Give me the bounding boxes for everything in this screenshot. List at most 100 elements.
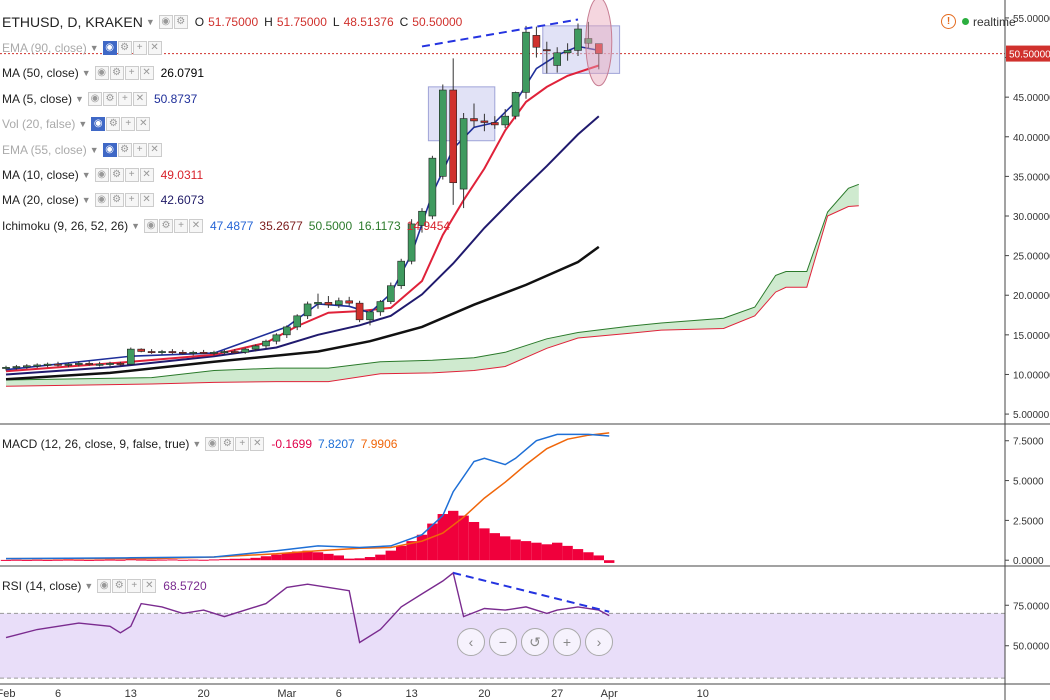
macd-histogram-bar	[531, 542, 542, 561]
macd-axis-label: 5.0000	[1013, 477, 1044, 488]
macd-histogram-bar	[344, 558, 355, 561]
macd-histogram-bar	[188, 559, 199, 561]
macd-line	[5, 433, 610, 560]
price-axis-label: 20.00000	[1013, 291, 1050, 302]
candle-body	[95, 363, 104, 366]
macd-histogram-bar	[406, 541, 417, 561]
macd-histogram-bar	[167, 559, 178, 561]
macd-histogram-bar	[448, 510, 459, 561]
candle-body	[407, 223, 416, 262]
macd-histogram-bar	[437, 514, 448, 561]
candle-body	[542, 49, 551, 52]
macd-histogram-bar	[292, 551, 303, 561]
macd-histogram-bar	[458, 515, 469, 561]
macd-histogram-bar	[52, 559, 64, 561]
candle-body	[355, 302, 364, 321]
macd-histogram-bar	[198, 559, 209, 561]
candle-body	[210, 351, 218, 354]
macd-histogram-bar	[541, 544, 552, 561]
macd-histogram-bar	[104, 559, 116, 561]
candle-body	[251, 345, 260, 350]
ma5-line	[5, 45, 599, 371]
candle-body	[22, 365, 31, 368]
macd-histogram-bar	[11, 559, 22, 561]
candle-body	[366, 311, 374, 321]
candle-body	[480, 120, 489, 123]
candle-body	[127, 348, 135, 365]
ma50-line	[5, 245, 600, 381]
macd-histogram-bar	[177, 559, 188, 561]
macd-histogram-bar	[572, 549, 584, 561]
candle-body	[43, 363, 52, 366]
candle-body	[54, 363, 62, 366]
candle-body	[116, 363, 125, 365]
time-axis-label: 13	[125, 688, 137, 700]
highlight-circle	[585, 0, 613, 87]
macd-histogram-bar	[94, 559, 105, 561]
rsi-axis-label: 75.0000	[1013, 601, 1050, 612]
macd-histogram-bar	[396, 545, 407, 561]
candle-body	[220, 351, 229, 353]
rsi-divergence-trendline	[452, 571, 610, 613]
macd-histogram-bar	[552, 542, 563, 561]
candle-body	[574, 28, 582, 51]
macd-histogram-bar	[312, 552, 324, 561]
rsi-axis-label: 50.0000	[1013, 642, 1050, 653]
candle-body	[293, 315, 302, 328]
candle-body	[470, 118, 478, 122]
macd-histogram-bar	[520, 541, 532, 561]
macd-histogram-bar	[354, 558, 365, 561]
candle-body	[386, 285, 395, 302]
macd-histogram-bar	[364, 557, 376, 561]
candle-body	[345, 300, 354, 304]
candle-body	[397, 260, 406, 287]
macd-histogram-bar	[0, 559, 12, 561]
macd-histogram-bar	[427, 523, 438, 561]
candle-body	[303, 303, 312, 317]
candle-body	[428, 157, 437, 217]
price-pane	[0, 0, 1005, 387]
macd-histogram-bar	[21, 559, 32, 561]
candle-body	[147, 351, 156, 353]
macd-histogram-bar	[562, 545, 573, 561]
macd-histogram-bar	[604, 560, 615, 563]
candle-body	[532, 35, 541, 48]
candle-body	[282, 326, 291, 336]
time-axis-label: 20	[478, 688, 490, 700]
macd-histogram-bar	[219, 559, 230, 561]
macd-histogram-bar	[32, 559, 43, 561]
rsi-band	[0, 613, 1005, 679]
time-axis-label: 6	[55, 688, 61, 700]
macd-histogram-bar	[240, 558, 251, 561]
time-axis-label: 20	[197, 688, 209, 700]
price-axis-label: 10.00000	[1013, 370, 1050, 381]
macd-histogram-bar	[416, 534, 428, 561]
macd-histogram-bar	[84, 559, 95, 561]
price-axis-label: 55.00000	[1013, 14, 1050, 25]
time-axis-label: 27	[551, 688, 563, 700]
macd-axis-label: 2.5000	[1013, 516, 1044, 527]
candle-body	[241, 348, 249, 353]
price-axis-label: 45.00000	[1013, 93, 1050, 104]
macd-histogram-bar	[489, 533, 500, 561]
price-axis-label: 5.00000	[1013, 410, 1050, 421]
price-axis-label: 30.00000	[1013, 212, 1050, 223]
macd-histogram-bar	[260, 556, 272, 561]
candle-body	[490, 122, 499, 126]
macd-histogram-bar	[323, 553, 334, 561]
candle-body	[584, 38, 593, 44]
candle-body	[334, 300, 343, 306]
candle-body	[594, 43, 603, 54]
senkou-a-line	[5, 183, 859, 381]
macd-histogram-bar	[63, 559, 74, 561]
macd-histogram-bar	[115, 559, 126, 561]
rsi-line	[5, 571, 610, 644]
candle-body	[64, 363, 73, 366]
candle-body	[2, 367, 10, 369]
ma10-line	[5, 64, 600, 373]
macd-histogram-bar	[136, 559, 147, 561]
candle-body	[324, 302, 333, 306]
time-axis-label: Feb	[0, 688, 15, 700]
